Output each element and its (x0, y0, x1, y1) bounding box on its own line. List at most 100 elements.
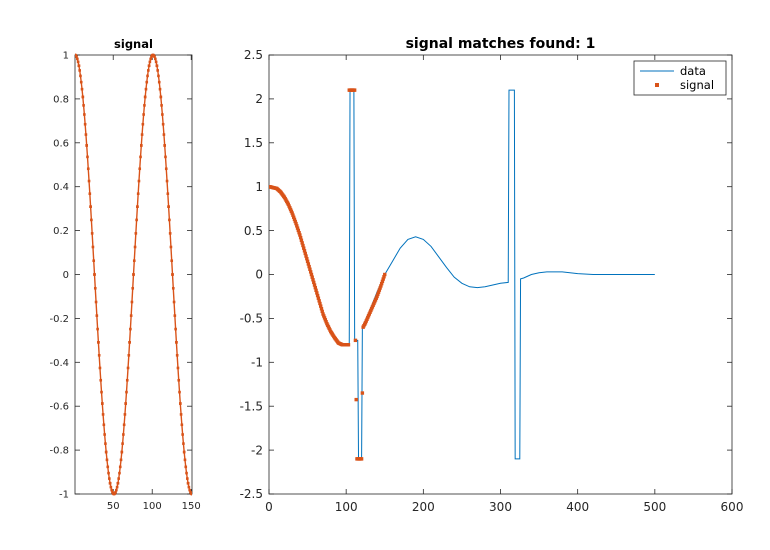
legend-label-data: data (680, 64, 706, 78)
signal-marker (133, 245, 137, 249)
signal-point (75, 53, 77, 57)
signal-point (186, 481, 190, 485)
signal-marker (147, 69, 150, 72)
signal-marker (106, 465, 110, 469)
signal-marker (75, 55, 78, 59)
signal-point (112, 492, 116, 496)
signal-marker (169, 245, 173, 249)
y-tick-label: -0.6 (49, 402, 69, 413)
signal-marker (301, 243, 305, 248)
signal-marker (143, 104, 146, 107)
signal-marker (98, 366, 102, 370)
signal-point (116, 481, 120, 485)
y-tick-label: -1 (251, 356, 263, 370)
signal-marker (164, 155, 167, 159)
y-tick-label: -1 (59, 490, 69, 501)
y-tick-label: 2 (255, 92, 263, 106)
signal-marker (119, 458, 123, 462)
signal-marker (141, 122, 145, 126)
y-tick-label: 0.5 (244, 224, 263, 238)
signal-marker (181, 433, 184, 436)
signal-marker (96, 327, 99, 331)
signal-marker (366, 314, 371, 318)
signal-marker (368, 310, 372, 314)
signal-marker (123, 413, 127, 416)
signal-marker (370, 305, 375, 309)
signal-point (140, 144, 143, 147)
signal-marker (83, 113, 86, 116)
signal-marker (183, 458, 187, 462)
y-tick-label: 0.2 (53, 226, 69, 237)
signal-marker (154, 57, 157, 61)
signal-point (93, 273, 96, 276)
signal-marker (296, 228, 301, 233)
signal-marker (175, 354, 179, 357)
signal-marker (146, 74, 149, 78)
signal-marker (314, 288, 318, 293)
signal-marker (168, 232, 172, 235)
signal-marker (109, 485, 113, 489)
x-tick-label: 200 (412, 500, 435, 514)
signal-marker (376, 290, 381, 294)
signal-marker (82, 104, 85, 107)
signal-point (132, 273, 135, 276)
signal-marker (173, 314, 177, 317)
x-tick-label: 0 (265, 500, 273, 514)
y-tick-label: -1.5 (240, 399, 263, 413)
signal-marker (115, 485, 119, 489)
signal-marker (319, 307, 324, 311)
signal-marker (359, 457, 364, 461)
signal-marker (149, 57, 152, 61)
signal-marker (90, 218, 93, 222)
x-tick-label: 150 (182, 501, 201, 512)
signal-marker (182, 442, 185, 445)
signal-marker (118, 465, 122, 469)
signal-marker (320, 309, 324, 314)
signal-marker (134, 232, 138, 235)
signal-marker (300, 241, 304, 245)
signal-marker (366, 315, 370, 320)
signal-marker (129, 314, 133, 317)
signal-marker (298, 233, 302, 237)
signal-marker (140, 133, 144, 136)
signal-marker (162, 133, 166, 136)
right-axes: 0 100 200 300 400 500 600 -2.5 -2 -1.5 -1 -0.5 0 0.5 1… (240, 36, 744, 514)
signal-marker (135, 218, 138, 222)
signal-marker (108, 477, 111, 480)
signal-marker (315, 291, 319, 295)
signal-marker (369, 308, 373, 313)
signal-marker (360, 391, 365, 395)
chart-title: signal matches found: 1 (406, 36, 596, 52)
signal-marker (298, 235, 303, 240)
signal-marker (78, 69, 81, 72)
signal-point (167, 205, 170, 208)
signal-marker (172, 300, 176, 304)
y-tick-label: -0.4 (49, 358, 69, 369)
signal-marker (114, 490, 117, 494)
signal-marker (302, 246, 306, 250)
signal-marker (130, 300, 134, 304)
signal-marker (186, 477, 189, 480)
signal-marker (381, 277, 385, 281)
signal-marker (383, 272, 387, 277)
y-tick-label: -2.5 (240, 487, 263, 501)
signal-marker (290, 211, 294, 215)
signal-marker (107, 471, 110, 475)
signal-point (81, 95, 85, 99)
signal-point (179, 402, 182, 405)
signal-marker (293, 219, 297, 224)
signal-marker (305, 256, 309, 261)
signal-marker (127, 354, 131, 357)
x-tick-label: 600 (721, 500, 744, 514)
signal-point (101, 402, 104, 405)
signal-marker (318, 301, 322, 306)
signal-marker (304, 254, 308, 258)
signal-marker (312, 283, 317, 287)
y-tick-label: -2 (251, 443, 263, 457)
signal-marker (184, 465, 188, 469)
signal-marker (295, 226, 300, 230)
signal-marker (76, 57, 79, 61)
signal-marker (324, 320, 328, 324)
signal-marker (176, 366, 180, 370)
signal-marker (299, 238, 304, 242)
